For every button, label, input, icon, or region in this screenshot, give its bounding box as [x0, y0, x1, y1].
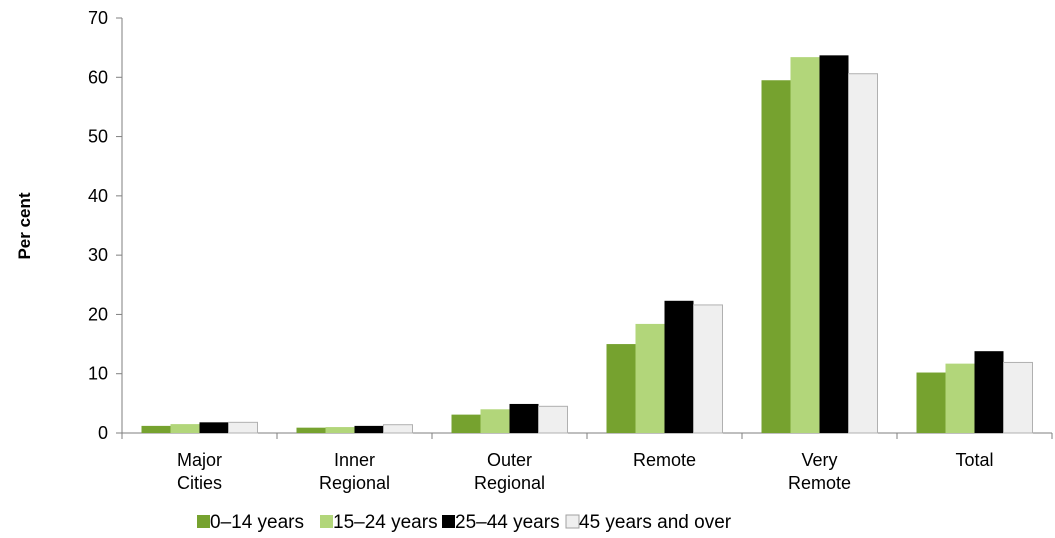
bar: [848, 73, 878, 434]
legend-swatch: [565, 514, 580, 529]
x-tick-label: Major: [177, 450, 222, 470]
y-tick-label: 70: [88, 8, 108, 28]
x-tick-label: Cities: [177, 473, 222, 493]
bar: [509, 403, 539, 433]
bar: [945, 363, 975, 433]
bar: [383, 424, 413, 434]
legend-swatch: [442, 515, 455, 528]
x-tick-label: Regional: [474, 473, 545, 493]
bar: [974, 351, 1004, 433]
y-tick-label: 30: [88, 245, 108, 265]
legend-swatch: [320, 515, 333, 528]
y-tick-label: 50: [88, 127, 108, 147]
legend-swatch: [197, 515, 210, 528]
y-tick-label: 20: [88, 304, 108, 324]
bar: [819, 55, 849, 433]
x-tick-label: Total: [955, 450, 993, 470]
y-tick-label: 40: [88, 186, 108, 206]
bar: [170, 424, 200, 433]
bar: [916, 372, 946, 433]
bar: [141, 425, 171, 433]
bars: [141, 55, 1033, 434]
bar: [635, 323, 665, 433]
bar: [325, 427, 355, 433]
legend-label: 0–14 years: [210, 512, 304, 533]
bar: [451, 414, 481, 433]
legend-label: 15–24 years: [333, 512, 438, 533]
bar: [480, 409, 510, 433]
y-axis-title: Per cent: [15, 192, 34, 259]
bar: [228, 421, 258, 434]
bar: [296, 427, 326, 433]
x-tick-label: Very: [801, 450, 837, 470]
bar: [761, 80, 791, 433]
legend-label: 25–44 years: [455, 512, 560, 533]
x-tick-label: Regional: [319, 473, 390, 493]
y-tick-label: 10: [88, 364, 108, 384]
y-axis-ticks: 0 10 20 30 40 50 60 70: [88, 8, 122, 443]
x-tick-label: Remote: [788, 473, 851, 493]
bar: [693, 304, 723, 434]
bar: [199, 422, 229, 433]
bar: [538, 405, 568, 434]
plot-area: 0 10 20 30 40 50 60 70 Major Cities Inner Regional…: [88, 8, 1053, 493]
x-tick-label: Outer: [487, 450, 532, 470]
x-tick-label: Inner: [334, 450, 375, 470]
legend: 0–14 years 15–24 years 25–44 years 45 years…: [197, 512, 732, 533]
bar: [606, 344, 636, 433]
bar: [790, 57, 820, 433]
y-tick-label: 0: [98, 423, 108, 443]
x-tick-label: Remote: [633, 450, 696, 470]
bar: [664, 300, 694, 433]
y-tick-label: 60: [88, 67, 108, 87]
bar: [354, 425, 384, 433]
x-axis-ticks: Major Cities Inner Regional Outer Regional Rem…: [121, 433, 1053, 493]
bar: [1003, 361, 1033, 434]
legend-label: 45 years and over: [579, 512, 732, 533]
